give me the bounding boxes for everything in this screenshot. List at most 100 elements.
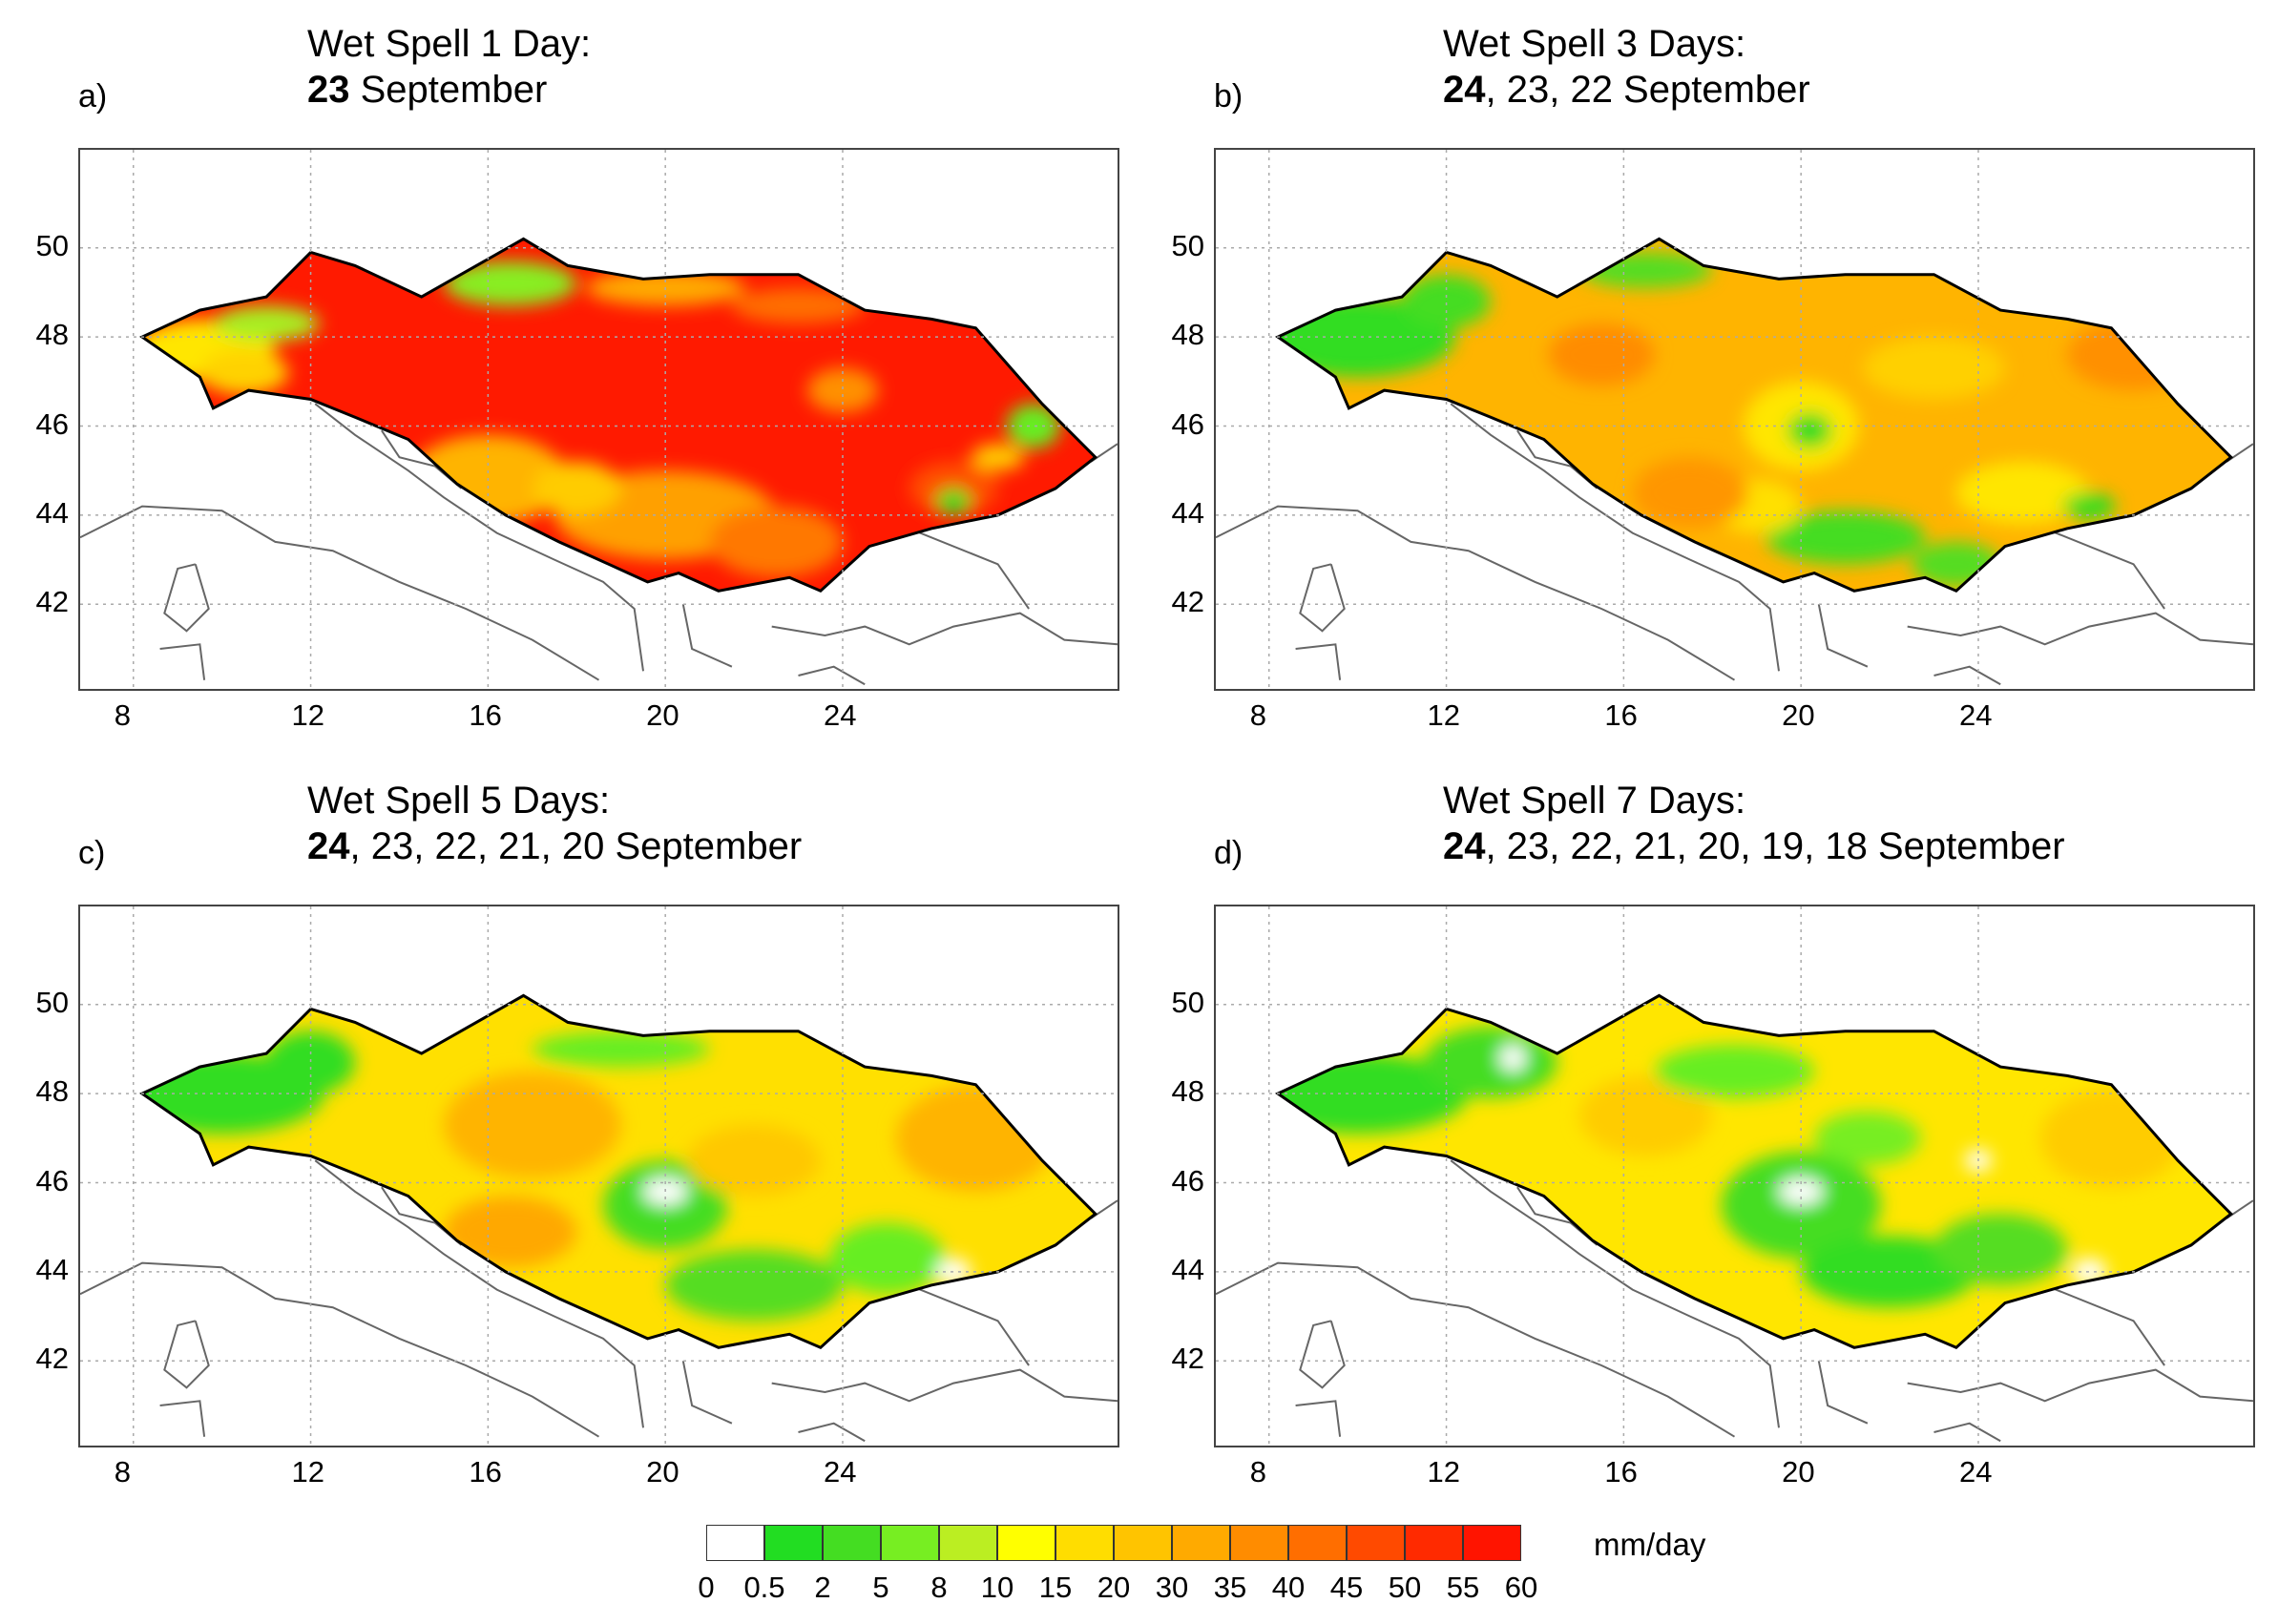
border-line <box>1299 1320 1346 1389</box>
border-line <box>1817 604 1869 668</box>
lon-tick-label: 16 <box>1604 1455 1638 1489</box>
border-line <box>909 527 1030 610</box>
panel-title: Wet Spell 7 Days: 24, 23, 22, 21, 20, 19,… <box>1443 778 2065 869</box>
panel-title: Wet Spell 3 Days: 24, 23, 22 September <box>1443 21 1810 113</box>
lat-tick-label: 48 <box>1171 318 1204 352</box>
precipitation-patch <box>829 1222 945 1295</box>
lon-tick-label: 16 <box>1604 698 1638 732</box>
lat-tick-label: 48 <box>35 318 69 352</box>
border-line <box>159 643 206 680</box>
panel-title-bold-date: 23 <box>307 69 350 111</box>
border-line <box>1295 1400 1342 1437</box>
border-line <box>314 1159 644 1428</box>
lon-tick-label: 12 <box>291 1455 325 1489</box>
map-frame <box>1214 905 2255 1447</box>
precipitation-map <box>80 906 1118 1446</box>
precipitation-patch <box>1814 1111 1921 1165</box>
colorbar-label: 60 <box>1504 1571 1538 1604</box>
border-line <box>771 612 1118 646</box>
lon-tick-label: 8 <box>114 1455 131 1489</box>
colorbar-label: 10 <box>980 1571 1014 1604</box>
colorbar-swatch <box>1230 1525 1288 1561</box>
border-line <box>1216 505 1736 681</box>
border-line <box>798 1422 866 1443</box>
lat-tick-label: 42 <box>1171 1342 1204 1376</box>
border-line <box>1933 1422 2001 1443</box>
lat-tick-label: 42 <box>35 585 69 619</box>
panel-letter: d) <box>1214 835 1243 871</box>
colorbar-label: 0 <box>698 1571 715 1604</box>
precipitation-field <box>142 995 1096 1348</box>
basin-outline <box>138 993 1098 1350</box>
colorbar-swatch <box>1405 1525 1463 1561</box>
lat-tick-label: 46 <box>35 1163 69 1197</box>
colorbar-label: 30 <box>1155 1571 1189 1604</box>
colorbar-swatch <box>881 1525 939 1561</box>
panel-title-line1: Wet Spell 3 Days: <box>1443 23 1746 65</box>
lat-tick-label: 44 <box>1171 495 1204 530</box>
colorbar-label: 15 <box>1038 1571 1073 1604</box>
colorbar-swatch <box>1055 1525 1114 1561</box>
colorbar-label: 35 <box>1213 1571 1247 1604</box>
precipitation-patch <box>935 488 972 515</box>
border-line <box>681 1361 733 1425</box>
lat-tick-label: 46 <box>35 406 69 441</box>
border-line <box>2044 527 2165 610</box>
panel-title-dates: , 23, 22, 21, 20 September <box>349 825 803 867</box>
precipitation-patch <box>1578 1075 1713 1156</box>
precipitation-patch <box>909 461 998 515</box>
precipitation-patch <box>1424 1027 1557 1098</box>
lon-tick-label: 8 <box>1249 1455 1266 1489</box>
border-line <box>798 665 866 686</box>
panel-title: Wet Spell 5 Days: 24, 23, 22, 21, 20 Sept… <box>307 778 802 869</box>
panel-title-bold-date: 24 <box>307 825 350 867</box>
lat-tick-label: 44 <box>35 495 69 530</box>
precipitation-patch <box>2040 1089 2183 1188</box>
lat-tick-label: 46 <box>1171 1163 1204 1197</box>
lon-tick-label: 20 <box>1782 698 1815 732</box>
colorbar-label: 20 <box>1097 1571 1131 1604</box>
colorbar-swatch <box>823 1525 881 1561</box>
border-line <box>80 1261 600 1438</box>
precipitation-patch <box>806 367 879 413</box>
panel-title: Wet Spell 1 Day: 23 September <box>307 21 591 113</box>
border-line <box>163 563 210 633</box>
border-line <box>1450 1159 1780 1428</box>
lon-tick-label: 16 <box>469 698 502 732</box>
lon-tick-label: 8 <box>114 698 131 732</box>
border-line <box>314 403 644 672</box>
lon-tick-label: 24 <box>823 698 857 732</box>
panel-title-line1: Wet Spell 1 Day: <box>307 23 592 65</box>
colorbar-unit: mm/day <box>1594 1527 1706 1562</box>
colorbar-label: 0.5 <box>743 1571 785 1604</box>
precipitation-map <box>80 150 1118 689</box>
colorbar-swatch <box>1463 1525 1521 1561</box>
colorbar-swatch <box>1114 1525 1172 1561</box>
panel-title-bold-date: 24 <box>1443 825 1486 867</box>
lon-tick-label: 20 <box>646 1455 679 1489</box>
border-line <box>1299 563 1346 633</box>
colorbar-swatch <box>706 1525 764 1561</box>
precipitation-patch <box>1402 274 1492 328</box>
panel-title-line1: Wet Spell 5 Days: <box>307 780 611 822</box>
precipitation-map <box>1216 906 2253 1446</box>
colorbar-label: 55 <box>1446 1571 1480 1604</box>
precipitation-patch <box>266 1031 356 1094</box>
lat-tick-label: 50 <box>1171 228 1204 262</box>
lat-tick-label: 50 <box>35 228 69 262</box>
precipitation-map <box>1216 150 2253 689</box>
border-line <box>681 604 733 668</box>
lat-tick-label: 48 <box>1171 1074 1204 1109</box>
precipitation-patch <box>665 1249 843 1322</box>
precipitation-patch <box>1933 1214 2067 1285</box>
precipitation-patch <box>443 1071 621 1178</box>
precipitation-patch <box>443 260 577 306</box>
border-line <box>1216 1261 1736 1438</box>
colorbar-label: 50 <box>1388 1571 1422 1604</box>
map-frame <box>78 905 1119 1447</box>
colorbar-swatch <box>1172 1525 1230 1561</box>
panel-letter: b) <box>1214 78 1243 115</box>
basin-outline <box>1274 237 2234 593</box>
lon-tick-label: 12 <box>291 698 325 732</box>
lon-tick-label: 24 <box>1958 698 1993 732</box>
